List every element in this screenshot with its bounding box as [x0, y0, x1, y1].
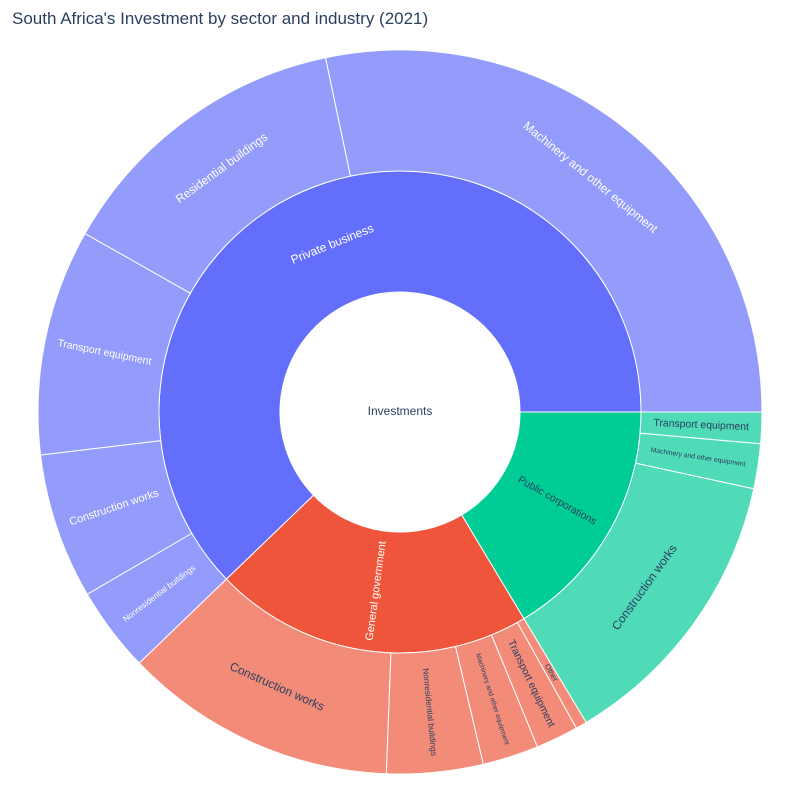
chart-title: South Africa's Investment by sector and … [12, 9, 429, 28]
sector-public-corporations-transport-equipment-label: Transport equipment [653, 418, 749, 433]
root-segment[interactable] [280, 292, 520, 532]
sector-public-corporations-transport-equipment-segment[interactable] [639, 411, 763, 445]
sector-private-business-machinery-and-other-equipment-segment[interactable] [324, 49, 763, 413]
root-label: Investments [368, 404, 433, 418]
